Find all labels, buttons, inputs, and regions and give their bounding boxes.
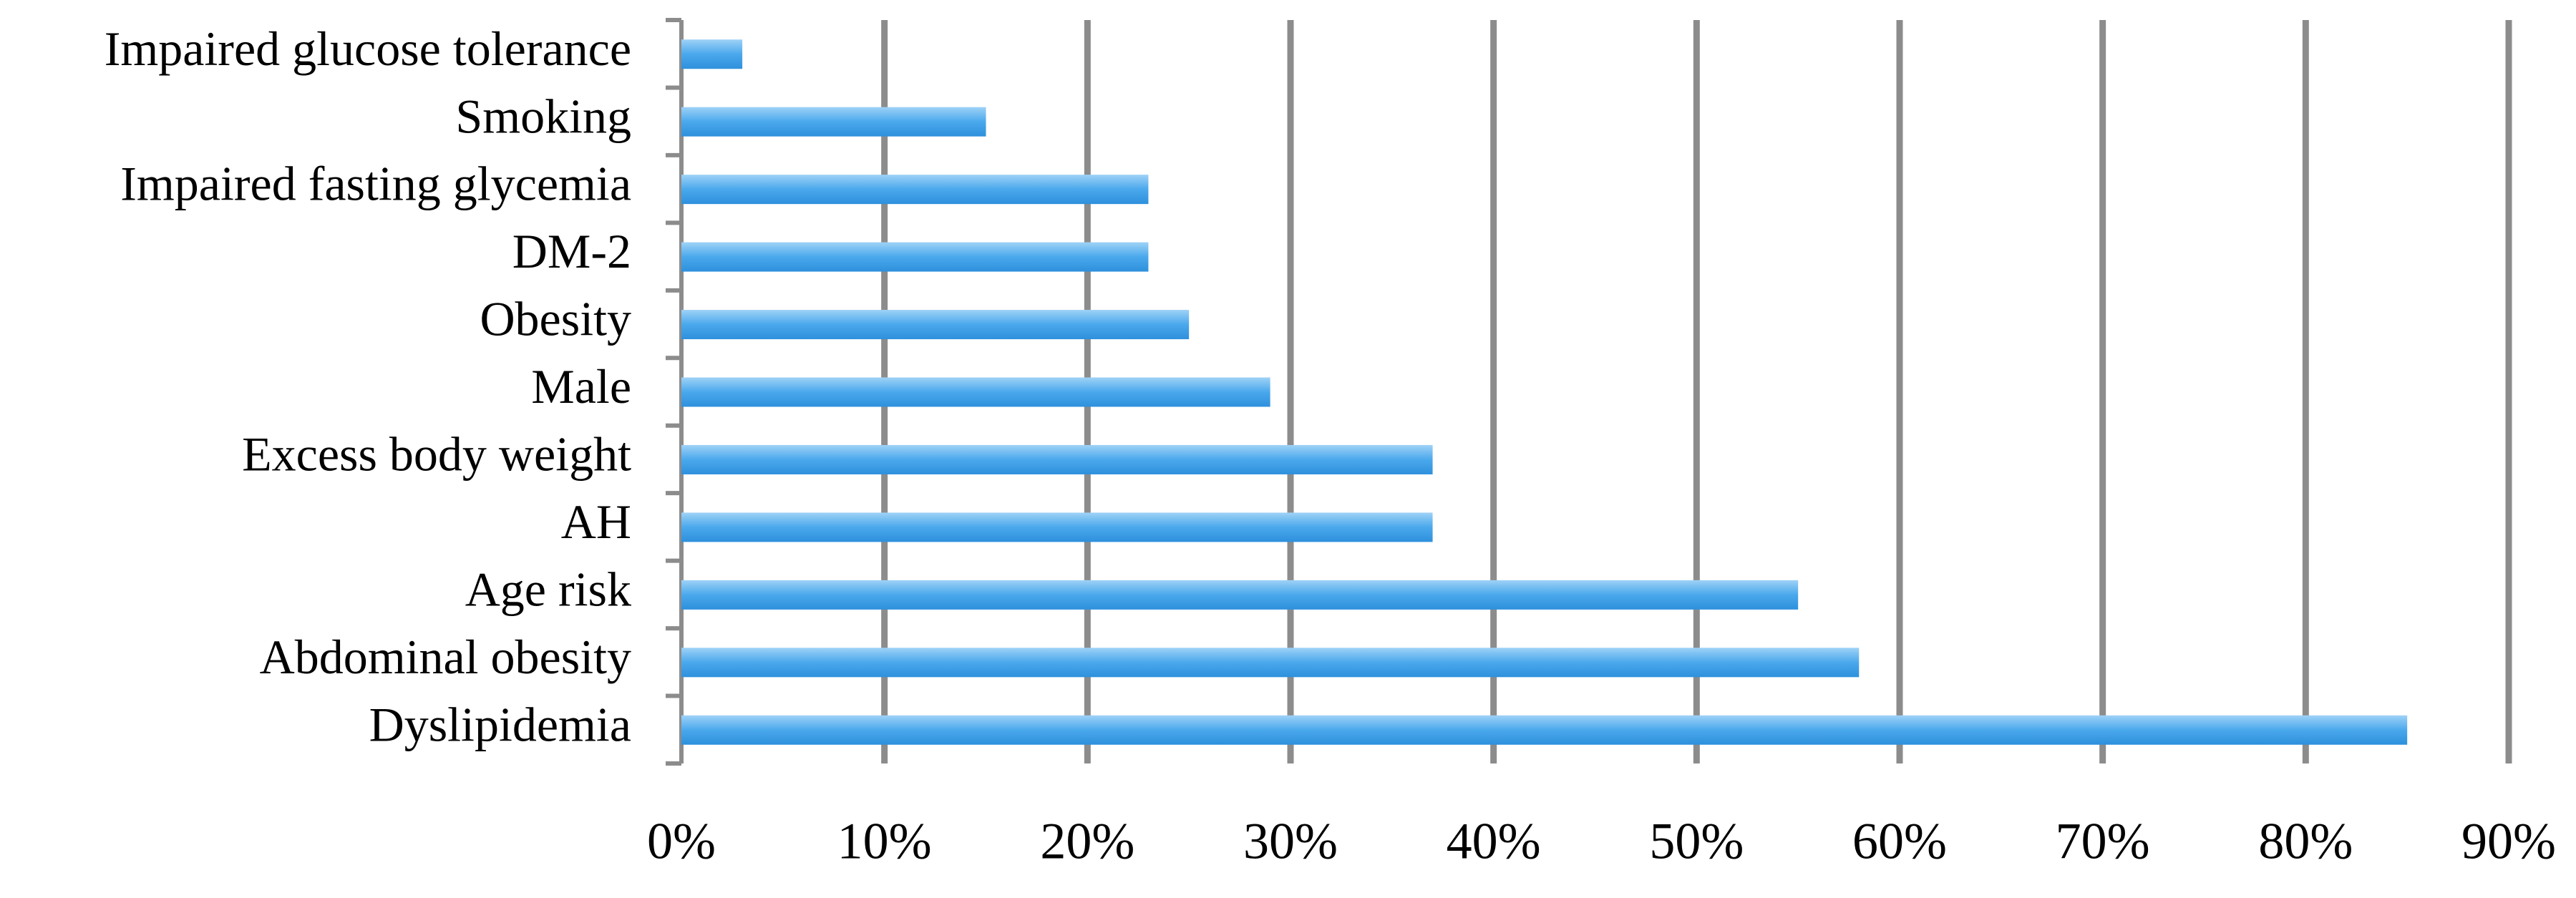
y-tick-label: Smoking	[455, 89, 631, 143]
x-tick-label: 50%	[1649, 813, 1744, 870]
x-tick-label: 0%	[647, 813, 716, 870]
x-tick-label: 70%	[2056, 813, 2150, 870]
bar	[681, 39, 743, 69]
x-tick-label: 60%	[1852, 813, 1947, 870]
y-tick-label: Impaired glucose tolerance	[105, 21, 631, 76]
bar	[681, 715, 2408, 745]
bar	[681, 175, 1149, 205]
bar	[681, 648, 1860, 678]
y-tick-label: Obesity	[480, 292, 631, 346]
y-tick-label: Impaired fasting glycemia	[120, 157, 631, 211]
y-tick-label: Dyslipidemia	[369, 697, 631, 751]
bar	[681, 107, 986, 137]
y-tick-label: Excess body weight	[242, 427, 631, 482]
y-tick-label: DM-2	[512, 224, 631, 278]
y-tick-label: Abdominal obesity	[260, 630, 631, 684]
x-tick-label: 80%	[2258, 813, 2353, 870]
y-tick-label: Male	[531, 359, 631, 414]
x-tick-label: 90%	[2461, 813, 2556, 870]
x-tick-label: 40%	[1447, 813, 1541, 870]
y-tick-label: AH	[561, 494, 631, 549]
bar	[681, 512, 1433, 542]
bar	[681, 444, 1433, 474]
bar	[681, 242, 1149, 272]
y-tick-label: Age risk	[465, 562, 631, 616]
x-tick-label: 30%	[1243, 813, 1338, 870]
bar	[681, 377, 1270, 407]
bar	[681, 580, 1799, 610]
x-tick-label: 10%	[837, 813, 932, 870]
x-tick-label: 20%	[1040, 813, 1134, 870]
bar	[681, 310, 1190, 340]
